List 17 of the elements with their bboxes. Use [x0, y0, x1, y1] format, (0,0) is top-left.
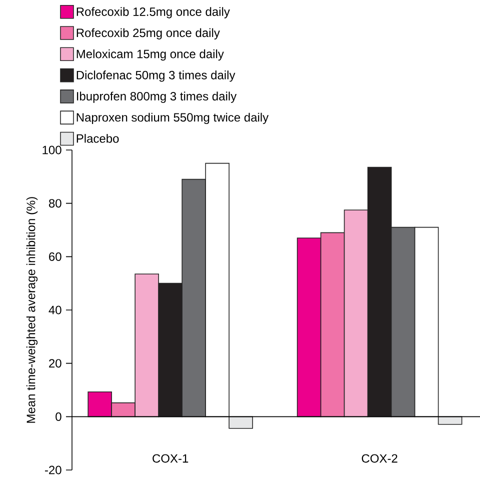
y-tick-label: 40 — [48, 306, 62, 314]
legend-label: Rofecoxib 12.5mg once daily — [76, 7, 230, 18]
y-tick-label: 80 — [48, 199, 62, 208]
y-axis-title: Mean time-weighted average inhibition (%) — [26, 197, 38, 423]
legend-label: Rofecoxib 25mg once daily — [76, 28, 220, 40]
y-tick-label: 20 — [49, 359, 62, 368]
legend-label: Placebo — [76, 134, 119, 143]
legend-label: Ibuprofen 800mg 3 times daily — [76, 92, 237, 103]
legend-label: Meloxicam 15mg once daily — [76, 49, 224, 61]
y-tick-label: 60 — [49, 252, 62, 261]
legend-label: Naproxen sodium 550mg twice daily — [76, 112, 269, 124]
y-tick-label: -20 — [44, 466, 62, 474]
x-tick-label: COX-2 — [362, 454, 398, 463]
y-tick-label: 0 — [56, 412, 62, 421]
x-tick-label: COX-1 — [152, 454, 188, 463]
y-tick-label: 100 — [42, 146, 62, 154]
legend-label: Diclofenac 50mg 3 times daily — [76, 70, 236, 82]
